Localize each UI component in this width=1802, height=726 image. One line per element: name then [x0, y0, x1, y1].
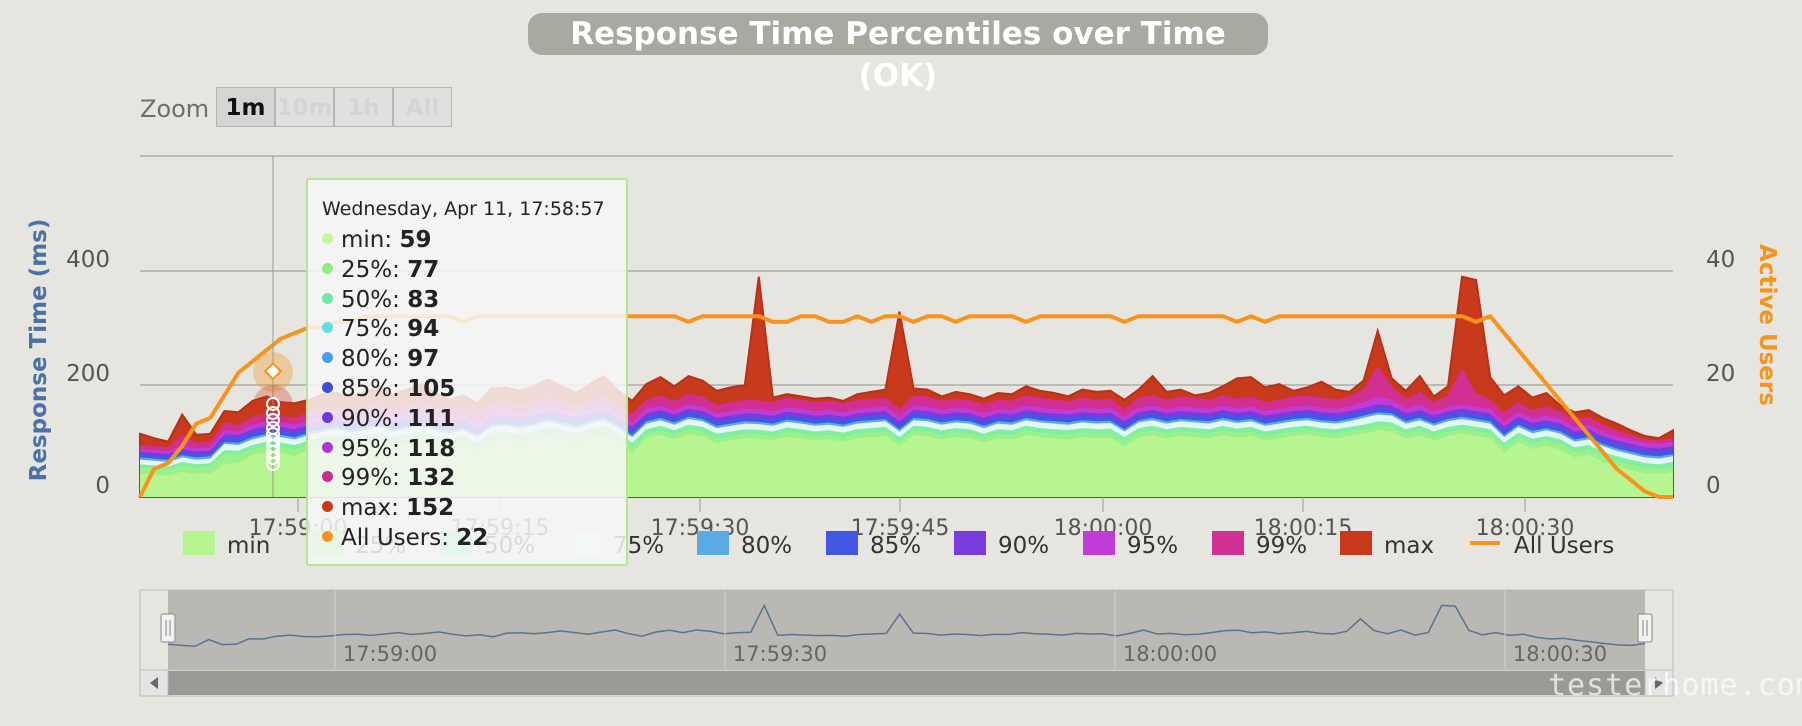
tooltip-row: 95%: 118 [322, 435, 626, 465]
legend-max-label: max [1384, 533, 1434, 559]
legend-95pct-label: 95% [1127, 533, 1178, 559]
tooltip-rows: min: 59 25%: 77 50%: 83 75%: 94 80%: 97 85%: … [322, 226, 626, 554]
tooltip-dot-icon [322, 441, 333, 453]
legend-min-label: min [227, 533, 270, 559]
tooltip-row-label: max: [341, 495, 407, 522]
y-tick-label: 400 [66, 247, 110, 273]
legend-80pct-label: 80% [741, 533, 792, 559]
tooltip-dot-icon [322, 411, 333, 423]
legend-95pct-swatch [1083, 531, 1115, 555]
x-tick-label: 18:00:15 [1254, 516, 1353, 541]
y-axis-title: Response Time (ms) [26, 219, 52, 482]
legend-90pct-label: 90% [998, 533, 1049, 559]
chevron-right-icon [1655, 677, 1663, 689]
chart-title: Response Time Percentiles over Time (OK) [528, 13, 1268, 94]
hover-marker [266, 413, 280, 427]
tooltip-header: Wednesday, Apr 11, 17:58:57 [322, 198, 605, 220]
navigator-handle-right[interactable] [1637, 613, 1653, 643]
legend-90pct-swatch [954, 531, 986, 555]
tooltip-row: 99%: 132 [322, 464, 626, 494]
tooltip-row-value: 94 [407, 316, 440, 343]
tooltip-row-value: 118 [407, 435, 456, 462]
tooltip-row-label: 95%: [341, 435, 408, 462]
hover-marker [266, 457, 280, 471]
tooltip-dot-icon [322, 501, 333, 513]
navigator-handle-left[interactable] [160, 613, 176, 643]
legend-min-swatch [183, 531, 215, 555]
legend-85pct-swatch [826, 531, 858, 555]
tooltip-row-value: 132 [407, 465, 456, 492]
y2-axis-title: Active Users [1754, 244, 1780, 406]
legend-max-swatch [1340, 531, 1372, 555]
y-tick-label: 0 [95, 473, 110, 499]
tooltip-row-label: 99%: [341, 465, 408, 492]
tooltip-row-label: 75%: [341, 316, 408, 343]
tooltip-row: 75%: 94 [322, 315, 626, 345]
tooltip-row: 50%: 83 [322, 286, 626, 316]
tooltip-row-value: 105 [407, 375, 456, 402]
legend-all-users-label: All Users [1514, 533, 1614, 559]
scrollbar-thumb[interactable] [168, 671, 1645, 695]
tooltip-dot-icon [322, 530, 333, 542]
hover-marker [266, 451, 280, 465]
y2-tick-label: 20 [1706, 361, 1735, 387]
tooltip-row: 80%: 97 [322, 345, 626, 375]
tooltip-row-value: 111 [407, 405, 456, 432]
tooltip-row: max: 152 [322, 494, 626, 524]
tooltip-row-label: 25%: [341, 256, 408, 283]
navigator-series-line [167, 603, 1646, 648]
legend-85pct-label: 85% [870, 533, 921, 559]
tooltip-row-value: 83 [407, 286, 440, 313]
zoom-button-10m[interactable]: 10m [275, 87, 334, 127]
watermark: testerhome.com [1548, 668, 1802, 703]
legend-99pct-label: 99% [1256, 533, 1307, 559]
tooltip: Wednesday, Apr 11, 17:58:57 min: 59 25%: … [306, 178, 628, 566]
tooltip-row-value: 77 [407, 256, 440, 283]
tooltip-row-label: 90%: [341, 405, 408, 432]
zoom-button-1h[interactable]: 1h [334, 87, 393, 127]
tooltip-row: 25%: 77 [322, 256, 626, 286]
y-tick-label: 200 [66, 361, 110, 387]
hover-halo [253, 385, 293, 425]
hover-marker [266, 406, 280, 420]
tooltip-dot-icon [322, 262, 333, 274]
tooltip-row-value: 97 [407, 346, 440, 373]
tooltip-row: All Users: 22 [322, 524, 626, 554]
hover-marker-all-users [263, 362, 283, 381]
tooltip-row-label: 85%: [341, 375, 408, 402]
navigator-tick-label: 18:00:00 [1123, 642, 1217, 666]
navigator-tick-label: 17:59:00 [343, 642, 437, 666]
x-tick-label: 17:59:45 [851, 516, 950, 541]
tooltip-row: 90%: 111 [322, 405, 626, 435]
tooltip-dot-icon [322, 471, 333, 483]
hover-marker [266, 397, 280, 411]
tooltip-row: 85%: 105 [322, 375, 626, 405]
y2-tick-label: 0 [1706, 473, 1721, 499]
zoom-button-all[interactable]: All [393, 87, 452, 127]
tooltip-dot-icon [322, 381, 333, 393]
tooltip-row-label: All Users: [341, 524, 457, 551]
tooltip-dot-icon [322, 322, 333, 334]
tooltip-dot-icon [322, 233, 333, 244]
tooltip-row-label: min: [341, 227, 400, 253]
zoom-label: Zoom [140, 95, 210, 123]
tooltip-row-label: 80%: [341, 346, 408, 373]
navigator-tick-label: 18:00:30 [1513, 642, 1607, 666]
tooltip-row-value: 59 [399, 227, 432, 253]
tooltip-dot-icon [322, 292, 333, 304]
zoom-button-1m[interactable]: 1m [216, 87, 275, 127]
x-tick-label: 18:00:30 [1476, 516, 1575, 541]
tooltip-dot-icon [322, 352, 333, 364]
tooltip-row-value: 22 [456, 524, 489, 551]
y2-tick-label: 40 [1706, 247, 1735, 273]
legend-99pct-swatch [1212, 531, 1244, 555]
chevron-left-icon [150, 677, 158, 689]
tooltip-row-value: 152 [406, 495, 455, 522]
navigator-tick-label: 17:59:30 [733, 642, 827, 666]
legend-80pct-swatch [697, 531, 729, 555]
tooltip-row-label: 50%: [341, 286, 408, 313]
tooltip-row: min: 59 [322, 226, 626, 256]
